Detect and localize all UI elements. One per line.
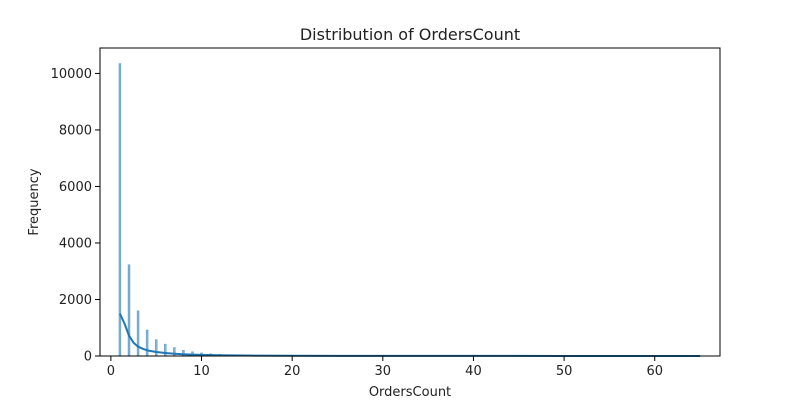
histogram-bar [154,339,158,357]
y-axis-label: Frequency [27,168,42,235]
kde-curve [119,313,701,357]
histogram-bar [118,63,122,357]
x-axis-ticks: 0 10 20 30 40 50 60 [107,356,663,379]
histogram-bar [145,329,149,357]
y-tick-label: 2000 [59,293,92,308]
histogram-bars [118,63,702,357]
chart-title: Distribution of OrdersCount [300,25,520,44]
histogram-bar [164,343,167,357]
x-tick-label: 0 [107,364,115,379]
plot-frame [99,47,721,357]
histogram-bar [136,310,140,357]
x-tick-label: 20 [284,364,301,379]
x-tick-label: 50 [556,364,573,379]
histogram-bar [127,264,131,357]
x-tick-label: 10 [193,364,210,379]
y-tick-label: 6000 [59,180,92,195]
x-tick-label: 60 [646,364,663,379]
x-tick-label: 40 [465,364,482,379]
x-tick-label: 30 [375,364,392,379]
y-tick-label: 10000 [51,67,92,82]
y-tick-label: 0 [84,350,92,365]
x-axis-label: OrdersCount [369,385,451,400]
kde-line [119,313,701,357]
y-tick-label: 4000 [59,236,92,251]
y-tick-label: 8000 [59,123,92,138]
y-axis-ticks: 0 2000 4000 6000 8000 10000 [51,67,100,365]
